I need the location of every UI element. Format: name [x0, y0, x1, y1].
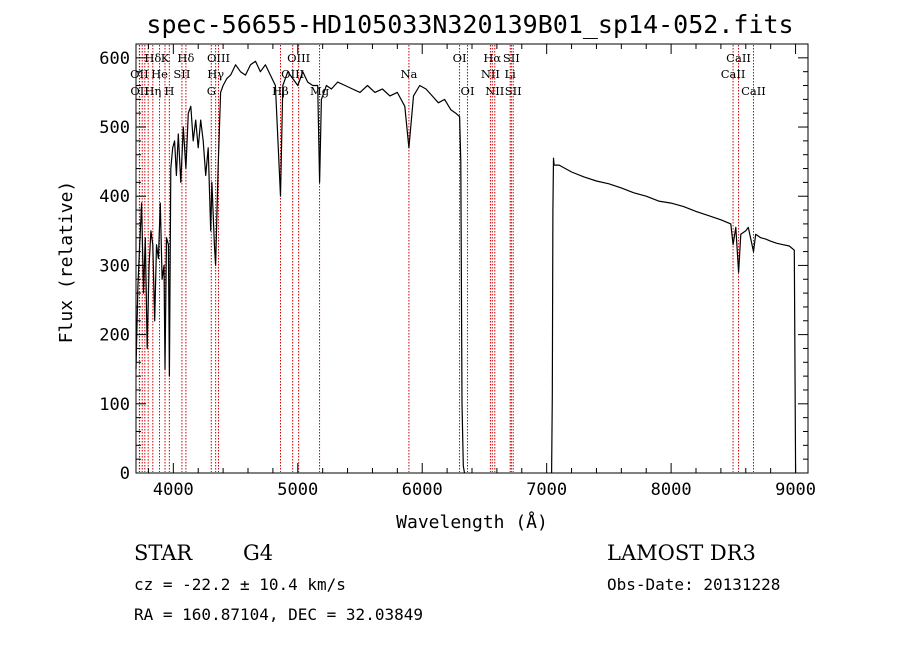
line-label: Hβ [272, 84, 289, 98]
line-label: CaII [721, 67, 746, 81]
y-axis-label: Flux (relative) [56, 181, 77, 344]
y-axis: 0 100 200 300 400 500 600 [99, 43, 808, 484]
line-label: K [161, 51, 170, 65]
line-label: SII [505, 84, 522, 98]
series-spectrum [135, 60, 466, 474]
chart-title: spec-56655-HD105033N320139B01_sp14-052.f… [146, 10, 793, 39]
y-tick-label: 200 [99, 326, 130, 346]
y-tick-label: 600 [99, 49, 130, 69]
plot-frame [135, 43, 809, 474]
line-label: SII [173, 67, 190, 81]
object-class: STAR [134, 541, 193, 565]
y-tick-label: 100 [99, 395, 130, 415]
obs-date-text: Obs-Date: 20131228 [607, 575, 780, 594]
line-label: SII [503, 51, 520, 65]
line-label: Mg [310, 84, 330, 98]
line-label: OI [453, 51, 467, 65]
line-label: Hγ [207, 67, 224, 81]
x-tick-label: 7000 [526, 480, 567, 500]
line-label: OI [461, 84, 475, 98]
line-label: H [164, 84, 174, 98]
y-tick-label: 300 [99, 256, 130, 276]
line-label: Na [400, 67, 417, 81]
line-label: Hη [144, 84, 161, 98]
x-tick-label: 9000 [775, 480, 816, 500]
survey-name: LAMOST DR3 [607, 541, 756, 565]
x-tick-label: 6000 [402, 480, 443, 500]
line-label: Hδ [177, 51, 194, 65]
line-label: CaII [726, 51, 751, 65]
redshift-text: cz = -22.2 ± 10.4 km/s [134, 575, 346, 594]
line-label: G [207, 84, 216, 98]
line-markers [138, 45, 754, 472]
line-label: OIII [287, 51, 310, 65]
line-label: NII [485, 84, 504, 98]
object-subclass: G4 [243, 541, 273, 565]
x-axis-label: Wavelength (Å) [396, 511, 548, 533]
x-tick-label: 5000 [277, 480, 318, 500]
y-tick-label: 400 [99, 187, 130, 207]
line-label: He [151, 67, 168, 81]
y-tick-label: 0 [120, 464, 130, 484]
coordinates-text: RA = 160.87104, DEC = 32.03849 [134, 605, 423, 624]
line-label: OII [130, 84, 149, 98]
series-spectrum-red [551, 157, 797, 474]
x-axis: 4000 5000 6000 7000 8000 9000 [147, 44, 816, 500]
line-label: Hδ [144, 51, 161, 65]
y-tick-label: 500 [99, 118, 130, 138]
spectrum-series [135, 60, 797, 474]
line-label: Li [505, 67, 517, 81]
x-tick-label: 4000 [153, 480, 194, 500]
line-label: OII [130, 67, 149, 81]
x-tick-label: 8000 [651, 480, 692, 500]
line-label: NII [481, 67, 500, 81]
line-label: Hα [483, 51, 501, 65]
line-label: OIII [281, 67, 304, 81]
line-label: CaII [741, 84, 766, 98]
line-label: OIII [207, 51, 230, 65]
